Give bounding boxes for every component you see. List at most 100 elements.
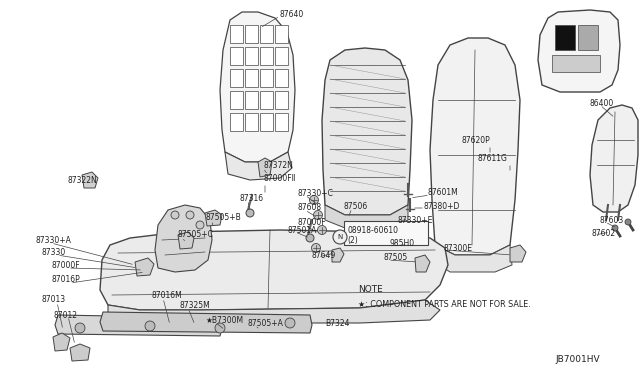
- Text: 87316: 87316: [240, 193, 264, 202]
- Circle shape: [285, 318, 295, 328]
- Polygon shape: [230, 113, 243, 131]
- Polygon shape: [100, 312, 312, 333]
- Circle shape: [333, 230, 347, 244]
- Text: 87330+A: 87330+A: [35, 235, 71, 244]
- Polygon shape: [230, 47, 243, 65]
- Polygon shape: [225, 152, 292, 180]
- Polygon shape: [205, 210, 222, 226]
- Polygon shape: [322, 48, 412, 215]
- Polygon shape: [510, 245, 526, 262]
- Polygon shape: [100, 230, 448, 310]
- Text: JB7001HV: JB7001HV: [556, 356, 600, 365]
- Text: ★: COMPONENT PARTS ARE NOT FOR SALE.: ★: COMPONENT PARTS ARE NOT FOR SALE.: [358, 299, 531, 308]
- Polygon shape: [70, 344, 90, 361]
- Polygon shape: [220, 12, 295, 162]
- Circle shape: [186, 211, 194, 219]
- Circle shape: [215, 323, 225, 333]
- Text: 87602: 87602: [592, 228, 616, 237]
- Text: 87501A: 87501A: [288, 225, 317, 234]
- Polygon shape: [432, 245, 512, 272]
- Circle shape: [145, 321, 155, 331]
- Polygon shape: [325, 205, 408, 228]
- Text: 87611G: 87611G: [478, 154, 508, 163]
- Polygon shape: [135, 258, 154, 276]
- Polygon shape: [275, 69, 288, 87]
- Polygon shape: [260, 113, 273, 131]
- Polygon shape: [245, 91, 258, 109]
- Text: 87620P: 87620P: [462, 135, 491, 144]
- Polygon shape: [275, 25, 288, 43]
- Text: 985H0: 985H0: [390, 238, 415, 247]
- Text: 87000FⅡ: 87000FⅡ: [263, 173, 296, 183]
- Text: 87649: 87649: [312, 250, 336, 260]
- Circle shape: [310, 196, 319, 205]
- Text: 87000F: 87000F: [52, 260, 81, 269]
- Polygon shape: [552, 55, 600, 72]
- Text: ★B7300M: ★B7300M: [205, 315, 243, 324]
- Circle shape: [312, 244, 321, 253]
- Polygon shape: [415, 255, 430, 272]
- Text: 87330: 87330: [42, 247, 67, 257]
- Text: 87601M: 87601M: [428, 187, 459, 196]
- Text: 87013: 87013: [42, 295, 66, 305]
- Text: 87012: 87012: [53, 311, 77, 320]
- Text: 87000F: 87000F: [298, 218, 326, 227]
- Polygon shape: [275, 91, 288, 109]
- Polygon shape: [178, 232, 194, 249]
- Polygon shape: [245, 69, 258, 87]
- Polygon shape: [538, 10, 620, 92]
- Text: 87016P: 87016P: [52, 276, 81, 285]
- Circle shape: [171, 211, 179, 219]
- Text: 87603: 87603: [600, 215, 624, 224]
- Circle shape: [246, 209, 254, 217]
- Polygon shape: [82, 172, 98, 188]
- Text: 87330+C: 87330+C: [298, 189, 334, 198]
- Polygon shape: [260, 69, 273, 87]
- Text: 87505+A: 87505+A: [248, 318, 284, 327]
- Polygon shape: [555, 25, 575, 50]
- Text: 87505+C: 87505+C: [178, 230, 214, 238]
- Polygon shape: [155, 205, 212, 272]
- Text: 86400: 86400: [590, 99, 614, 108]
- Text: (2): (2): [347, 235, 358, 244]
- Text: 87608: 87608: [298, 202, 322, 212]
- Circle shape: [306, 234, 314, 242]
- Text: N: N: [337, 234, 342, 240]
- Circle shape: [317, 225, 326, 234]
- Polygon shape: [430, 38, 520, 255]
- Polygon shape: [260, 47, 273, 65]
- Polygon shape: [260, 25, 273, 43]
- Polygon shape: [590, 105, 638, 212]
- Polygon shape: [258, 158, 272, 177]
- FancyBboxPatch shape: [344, 221, 428, 245]
- Text: 87300E: 87300E: [443, 244, 472, 253]
- Polygon shape: [260, 91, 273, 109]
- Circle shape: [75, 323, 85, 333]
- Text: 87505: 87505: [384, 253, 408, 263]
- Text: 87372N: 87372N: [263, 160, 293, 170]
- Polygon shape: [275, 113, 288, 131]
- Text: 87016M: 87016M: [152, 292, 183, 301]
- Text: 87380+D: 87380+D: [424, 202, 460, 211]
- Polygon shape: [578, 25, 598, 50]
- Text: 87322N: 87322N: [68, 176, 98, 185]
- Text: 87330+E: 87330+E: [398, 215, 433, 224]
- Circle shape: [612, 225, 618, 231]
- Polygon shape: [275, 47, 288, 65]
- Circle shape: [625, 219, 631, 225]
- Polygon shape: [55, 315, 222, 336]
- Circle shape: [196, 221, 204, 229]
- Text: 87506: 87506: [344, 202, 368, 211]
- Polygon shape: [245, 47, 258, 65]
- Polygon shape: [230, 91, 243, 109]
- Polygon shape: [230, 25, 243, 43]
- Polygon shape: [332, 248, 344, 262]
- Polygon shape: [108, 300, 440, 323]
- Polygon shape: [230, 69, 243, 87]
- Circle shape: [314, 211, 323, 219]
- Text: NOTE: NOTE: [358, 285, 383, 295]
- Text: 08918-60610: 08918-60610: [347, 225, 398, 234]
- Text: 87325M: 87325M: [180, 301, 211, 310]
- Text: B7324: B7324: [325, 318, 349, 327]
- Polygon shape: [245, 113, 258, 131]
